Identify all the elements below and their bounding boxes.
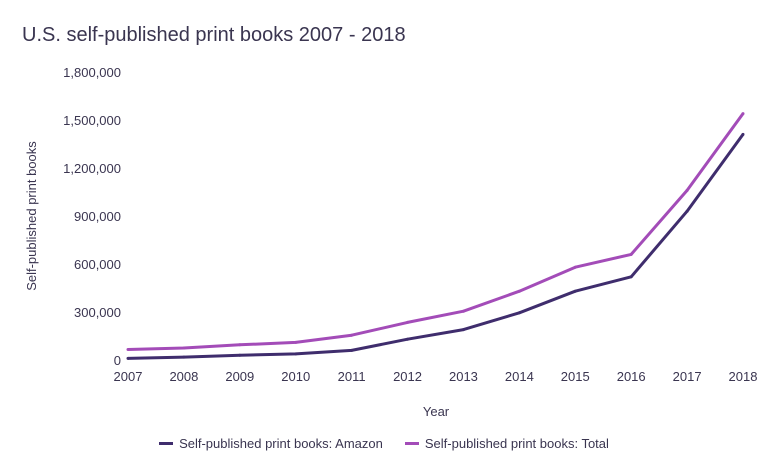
chart-title: U.S. self-published print books 2007 - 2… <box>22 24 406 46</box>
y-tick-label: 1,500,000 <box>63 113 121 128</box>
data-point <box>461 309 465 313</box>
y-tick-label: 600,000 <box>74 257 121 272</box>
data-point <box>294 352 298 356</box>
x-tick-label: 2016 <box>617 369 646 384</box>
x-tick-label: 2013 <box>449 369 478 384</box>
data-point <box>406 337 410 341</box>
x-tick-label: 2009 <box>225 369 254 384</box>
data-point <box>350 333 354 337</box>
data-point <box>741 132 745 136</box>
x-tick-label: 2014 <box>505 369 534 384</box>
data-point <box>126 356 130 360</box>
x-axis-label: Year <box>423 404 450 419</box>
legend-item: Self-published print books: Amazon <box>159 436 383 451</box>
y-axis-label: Self-published print books <box>24 141 39 291</box>
series-line-0 <box>127 133 745 360</box>
x-tick-label: 2012 <box>393 369 422 384</box>
legend: Self-published print books: Amazon Self-p… <box>0 436 768 451</box>
legend-label: Self-published print books: Total <box>424 436 609 451</box>
data-point <box>741 112 745 116</box>
x-tick-label: 2011 <box>338 369 366 384</box>
x-tick-label: 2018 <box>729 369 758 384</box>
data-point <box>573 289 577 293</box>
data-point <box>573 265 577 269</box>
data-point <box>294 340 298 344</box>
legend-swatch <box>404 442 419 445</box>
y-tick-label: 0 <box>114 353 121 368</box>
data-point <box>238 343 242 347</box>
data-point <box>629 252 633 256</box>
x-tick-label: 2017 <box>673 369 702 384</box>
data-point <box>517 289 521 293</box>
data-point <box>238 353 242 357</box>
data-point <box>517 311 521 315</box>
data-point <box>685 188 689 192</box>
data-point <box>629 275 633 279</box>
data-point <box>182 355 186 359</box>
y-tick-label: 300,000 <box>74 305 121 320</box>
data-point <box>685 209 689 213</box>
y-tick-label: 1,800,000 <box>63 65 121 80</box>
legend-label: Self-published print books: Amazon <box>179 436 383 451</box>
y-tick-label: 1,200,000 <box>63 161 121 176</box>
data-point <box>182 346 186 350</box>
x-tick-label: 2010 <box>281 369 310 384</box>
legend-swatch <box>159 442 174 445</box>
data-point <box>461 328 465 332</box>
data-point <box>350 348 354 352</box>
x-tick-label: 2008 <box>169 369 198 384</box>
x-tick-label: 2015 <box>561 369 590 384</box>
data-point <box>126 347 130 351</box>
y-tick-label: 900,000 <box>74 209 121 224</box>
legend-item: Self-published print books: Total <box>404 436 609 451</box>
x-tick-label: 2007 <box>114 369 143 384</box>
data-point <box>406 320 410 324</box>
series-line-1 <box>127 112 745 351</box>
